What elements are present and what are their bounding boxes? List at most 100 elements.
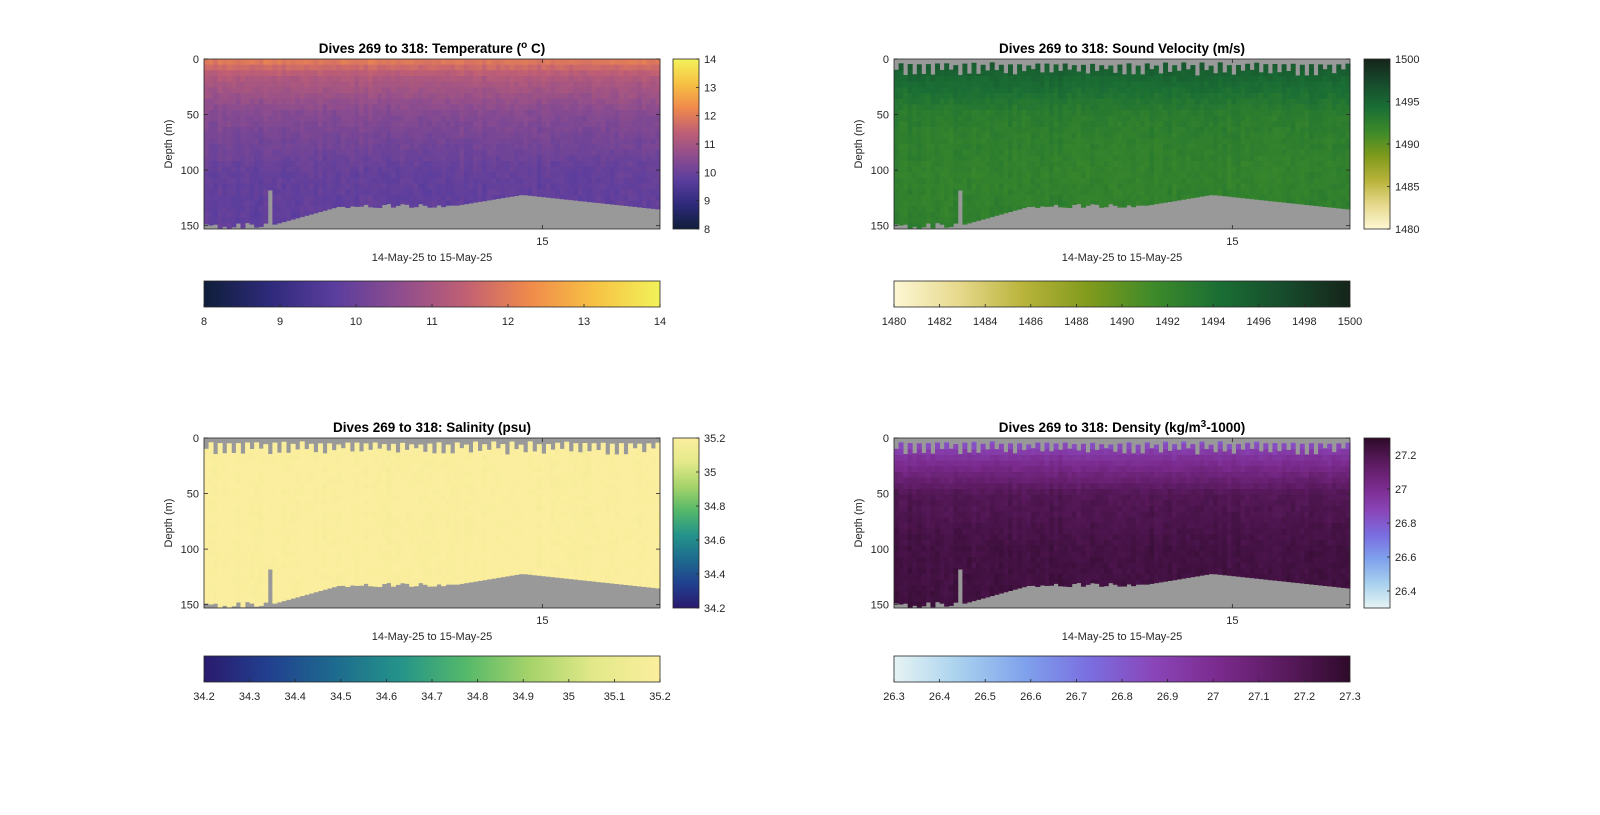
- heatmap-cell: [354, 161, 360, 168]
- heatmap-cell: [441, 172, 447, 179]
- heatmap-cell: [1039, 183, 1045, 190]
- heatmap-cell: [1094, 127, 1100, 134]
- heatmap-cell: [985, 70, 991, 77]
- heatmap-cell: [916, 98, 922, 105]
- heatmap-cell: [559, 87, 565, 94]
- heatmap-cell: [473, 110, 478, 117]
- heatmap-cell: [527, 81, 533, 88]
- heatmap-cell: [618, 98, 624, 105]
- heatmap-cell: [413, 115, 419, 122]
- heatmap-cell: [245, 64, 250, 71]
- heatmap-cell: [632, 132, 638, 139]
- heatmap-cell: [1008, 127, 1013, 134]
- heatmap-cell: [939, 98, 945, 105]
- heatmap-cell: [976, 189, 982, 196]
- heatmap-cell: [327, 76, 333, 83]
- heatmap-cell: [463, 64, 469, 71]
- heatmap-cell: [1263, 104, 1269, 111]
- heatmap-cell: [258, 212, 264, 219]
- heatmap-cell: [1053, 183, 1059, 190]
- heatmap-cell: [1286, 71, 1292, 77]
- heatmap-cell: [600, 110, 606, 117]
- heatmap-cell: [577, 76, 583, 83]
- heatmap-cell: [235, 110, 241, 117]
- heatmap-cell: [254, 144, 260, 151]
- heatmap-cell: [340, 166, 346, 173]
- heatmap-cell: [614, 121, 620, 128]
- heatmap-cell: [1053, 189, 1059, 196]
- heatmap-cell: [313, 104, 319, 111]
- heatmap-cell: [1058, 172, 1064, 179]
- heatmap-cell: [1071, 155, 1077, 162]
- heatmap-cell: [1108, 132, 1114, 139]
- heatmap-cell: [1258, 104, 1264, 111]
- heatmap-cell: [1240, 178, 1246, 185]
- heatmap-cell: [632, 178, 638, 185]
- heatmap-cell: [436, 138, 442, 145]
- heatmap-cell: [473, 81, 478, 88]
- heatmap-cell: [1204, 161, 1210, 168]
- heatmap-cell: [600, 132, 606, 139]
- heatmap-cell: [921, 178, 927, 185]
- heatmap-cell: [1263, 110, 1269, 117]
- heatmap-cell: [413, 166, 419, 173]
- heatmap-cell: [980, 200, 986, 207]
- heatmap-cell: [921, 81, 927, 88]
- heatmap-cell: [1012, 98, 1018, 105]
- heatmap-cell: [235, 70, 241, 77]
- heatmap-cell: [1208, 76, 1214, 83]
- heatmap-cell: [500, 98, 506, 105]
- heatmap-cell: [400, 189, 406, 196]
- heatmap-cell: [518, 110, 524, 117]
- heatmap-cell: [1090, 132, 1096, 139]
- heatmap-cell: [1067, 155, 1073, 162]
- heatmap-cell: [318, 172, 323, 179]
- heatmap-cell: [948, 155, 954, 162]
- heatmap-cell: [322, 104, 328, 111]
- heatmap-cell: [281, 104, 287, 111]
- heatmap-cell: [1021, 76, 1027, 83]
- heatmap-cell: [1017, 98, 1023, 105]
- heatmap-cell: [1194, 98, 1200, 105]
- heatmap-cell: [921, 98, 927, 105]
- heatmap-cell: [495, 81, 501, 88]
- heatmap-cell: [1258, 127, 1264, 134]
- heatmap-cell: [1026, 121, 1032, 128]
- heatmap-cell: [1258, 144, 1264, 151]
- heatmap-cell: [1217, 87, 1223, 94]
- heatmap-cell: [1071, 166, 1077, 173]
- heatmap-cell: [935, 110, 940, 117]
- heatmap-cell: [427, 178, 433, 185]
- heatmap-cell: [1249, 183, 1255, 190]
- heatmap-cell: [381, 144, 387, 151]
- heatmap-cell: [1008, 81, 1013, 88]
- heatmap-cell: [1149, 87, 1155, 94]
- heatmap-cell: [1204, 132, 1210, 139]
- heatmap-cell: [514, 178, 520, 185]
- heatmap-cell: [1167, 121, 1173, 128]
- heatmap-cell: [336, 155, 342, 162]
- heatmap-cell: [650, 166, 656, 173]
- heatmap-cell: [477, 64, 483, 71]
- heatmap-cell: [217, 64, 223, 71]
- heatmap-cell: [395, 200, 401, 206]
- heatmap-cell: [336, 104, 342, 111]
- heatmap-cell: [1163, 104, 1168, 111]
- heatmap-cell: [1108, 200, 1114, 205]
- heatmap-cell: [345, 104, 351, 111]
- heatmap-cell: [413, 93, 419, 100]
- heatmap-cell: [518, 149, 524, 156]
- heatmap-cell: [894, 155, 899, 162]
- heatmap-cell: [989, 166, 995, 173]
- heatmap-cell: [957, 172, 963, 179]
- heatmap-cell: [903, 110, 909, 117]
- heatmap-cell: [404, 115, 410, 122]
- heatmap-cell: [1226, 161, 1232, 168]
- heatmap-cell: [985, 115, 991, 122]
- heatmap-cell: [953, 183, 959, 190]
- heatmap-cell: [254, 166, 260, 173]
- heatmap-cell: [564, 178, 570, 185]
- heatmap-cell: [500, 155, 506, 162]
- heatmap-cell: [1144, 93, 1150, 100]
- heatmap-cell: [409, 127, 415, 134]
